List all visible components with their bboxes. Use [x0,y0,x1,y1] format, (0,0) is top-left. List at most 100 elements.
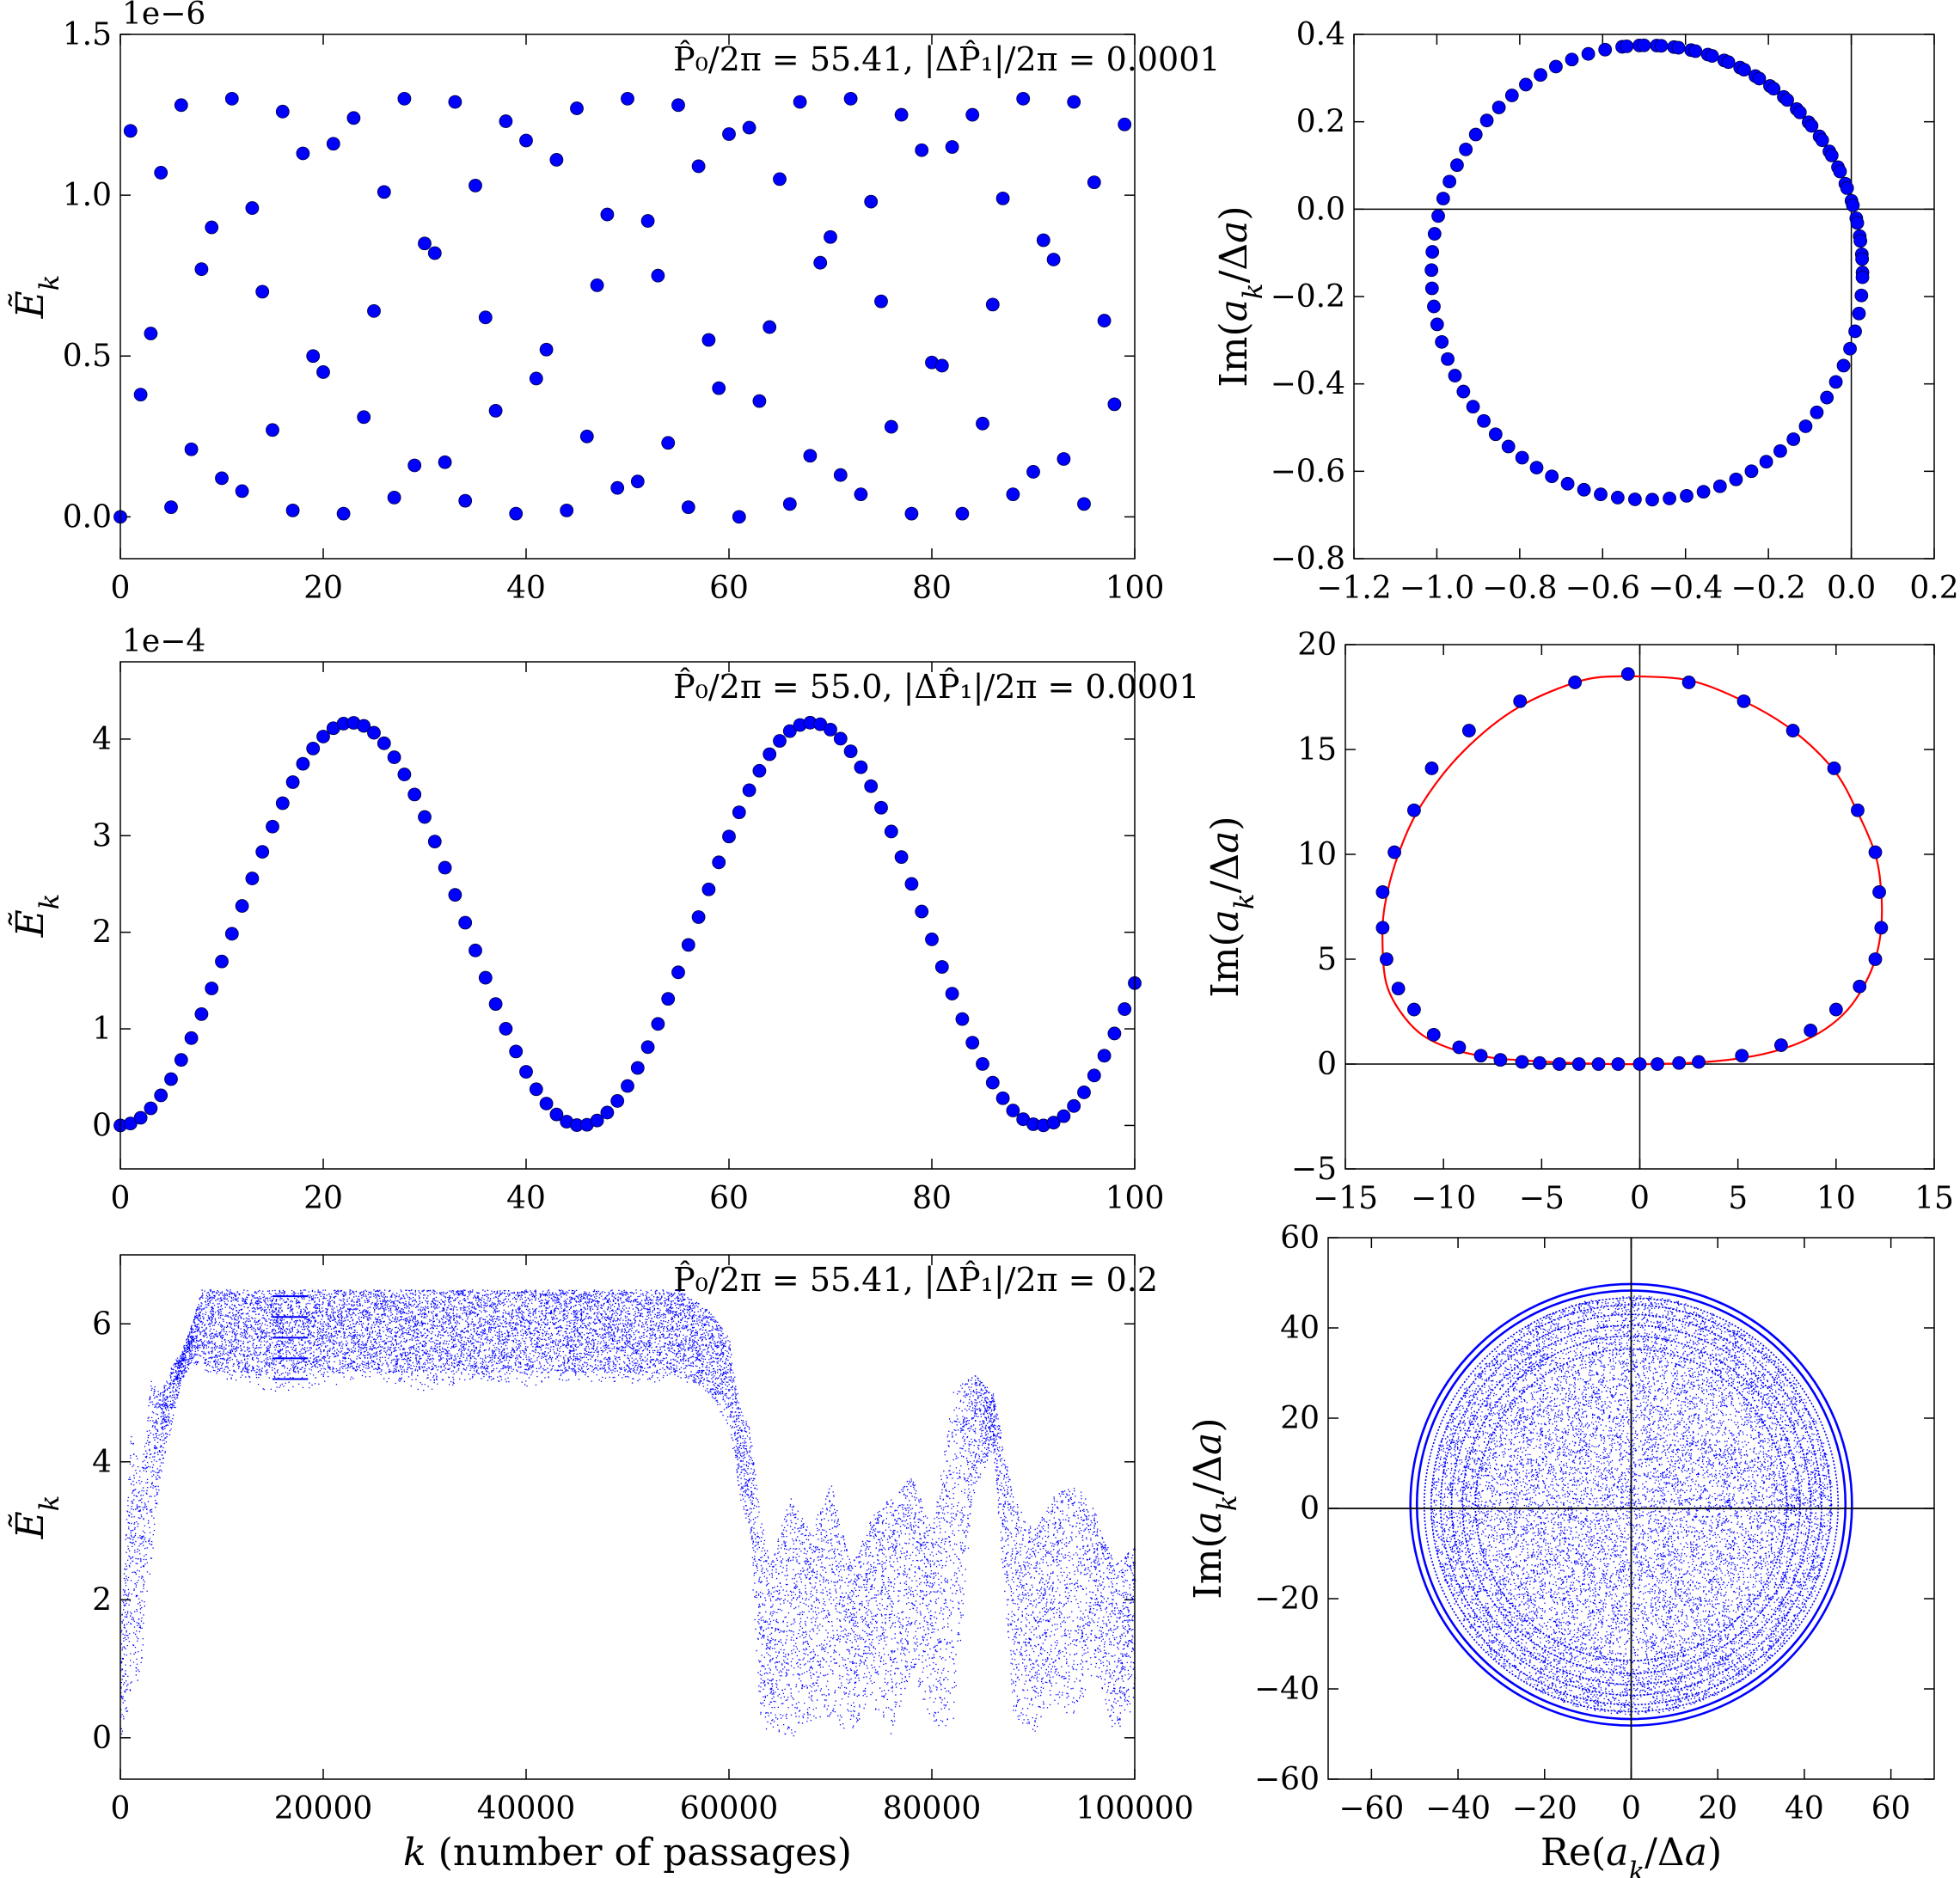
data-point [1828,1002,1843,1017]
data-point [509,506,524,521]
data-point [671,965,685,980]
data-point [1637,38,1651,52]
x-tick-label: 60 [709,571,749,606]
data-point [469,943,482,957]
x-tick-label: −60 [1338,1791,1404,1826]
data-point [427,835,442,849]
y-tick-label: −20 [1254,1581,1320,1617]
data-point [570,101,584,115]
data-point [285,775,300,789]
data-point [854,487,868,502]
data-point [651,1017,665,1031]
y-tick-label: 20 [1280,1401,1320,1436]
data-point [793,95,807,109]
data-point [1430,317,1444,332]
panel-annotation: P̂₀/2π = 55.0, |ΔP̂₁|/2π = 0.0001 [673,668,1199,706]
axes-frame [1344,644,1935,1170]
x-tick-label: 80 [912,1181,952,1216]
data-point [995,1091,1010,1105]
data-point [1466,400,1480,414]
data-point [427,246,442,260]
data-point [1846,198,1860,212]
data-point [874,294,888,309]
x-tick-label: 60 [709,1181,749,1216]
data-point [560,503,574,517]
data-point [1712,479,1727,493]
data-point [1688,44,1703,58]
data-point [1848,324,1862,339]
data-point [965,1036,980,1050]
data-point [1773,444,1787,458]
data-point [782,497,797,511]
data-point [1097,314,1112,327]
data-point [1729,472,1743,486]
data-point [499,114,513,128]
data-point [1560,476,1575,491]
data-point [1097,1049,1112,1063]
data-point [1645,492,1659,507]
data-point [904,877,919,891]
data-point [1046,253,1061,266]
data-point [296,756,310,771]
data-point [1735,1049,1749,1063]
data-point [275,796,290,811]
data-point [1611,1057,1626,1071]
data-point [1436,192,1450,205]
data-point [995,191,1010,205]
data-point [1804,119,1819,133]
y-axis-label: Ẽk [7,1496,65,1540]
data-point [1721,55,1736,70]
data-point [266,819,279,834]
data-point [1118,117,1132,132]
axes-frame [1327,1237,1935,1780]
data-point [1810,405,1824,419]
y-tick-label: −0.2 [1271,279,1345,315]
data-point [1681,676,1696,689]
data-point [205,982,219,995]
x-tick-label: 100 [1106,1181,1165,1216]
data-point [824,722,837,737]
data-point [985,1075,1000,1090]
data-point [1427,299,1441,314]
data-point [1006,1104,1020,1117]
data-point [1577,482,1591,497]
data-point [722,127,736,141]
data-point [357,719,371,733]
data-point [133,388,148,402]
x-tick-label: −0.8 [1482,571,1557,606]
data-point [1026,465,1040,479]
data-point [296,146,310,161]
y-tick-label: 10 [1297,837,1337,872]
data-point [539,1097,554,1110]
data-point [499,1022,513,1036]
y-tick-label: 3 [92,818,112,853]
data-point [773,734,787,748]
data-point [306,741,321,755]
data-point [438,860,452,875]
data-point [133,1110,148,1125]
data-point [1571,1057,1586,1071]
data-point [1057,1109,1071,1123]
data-point [610,1094,625,1108]
data-point [539,342,554,357]
plot-area [1354,34,1934,559]
x-tick-label: 100 [1106,571,1165,606]
x-tick-label: −0.2 [1730,571,1805,606]
y-tick-label: 5 [1317,942,1337,977]
data-point [174,98,188,113]
axes-frame [119,1254,1136,1780]
data-point [1868,952,1883,966]
data-point [833,468,848,482]
data-point [1552,1057,1566,1071]
x-tick-label: −10 [1411,1181,1476,1216]
x-tick-label: 20 [303,1181,343,1216]
data-point [934,960,949,974]
x-tick-label: 20 [303,571,343,606]
data-point [1780,93,1794,107]
data-point [1077,1086,1091,1099]
phase-top-panel: −1.2 −1.0 −0.8 −0.6 −0.4 −0.2 0.0 0.2−0.8−0.6−0… [1212,17,1959,606]
y-axis-label: Ẽk [7,894,65,939]
data-point [945,987,959,1001]
data-point [691,159,706,174]
